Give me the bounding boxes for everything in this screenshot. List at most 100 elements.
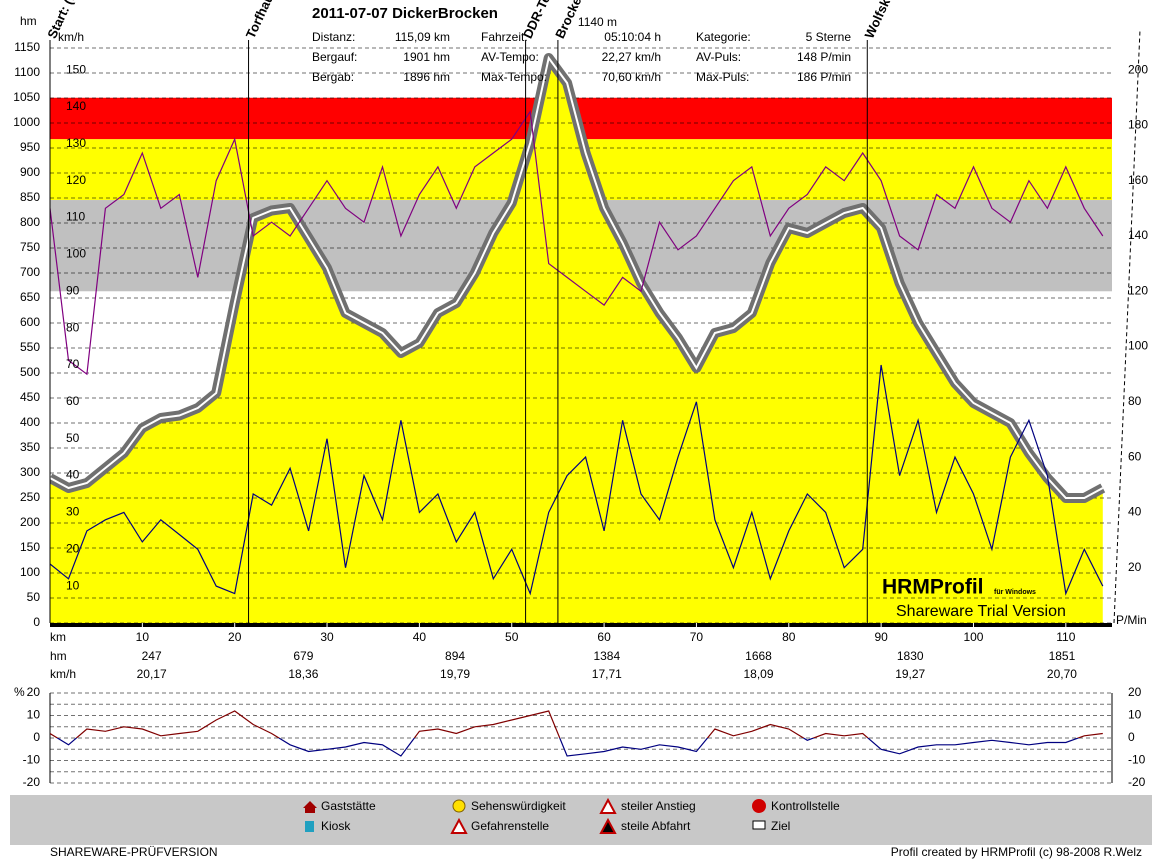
x-tick-label: 20 bbox=[228, 630, 242, 644]
legend-label: Kontrollstelle bbox=[771, 799, 840, 813]
x-axis-label: km bbox=[50, 630, 66, 644]
y-tick-label: 300 bbox=[20, 465, 40, 479]
watermark-name: HRMProfil bbox=[882, 576, 984, 599]
y-tick-label-right: -10 bbox=[1128, 753, 1146, 767]
y-tick-label-right: 20 bbox=[1128, 685, 1142, 699]
y-tick-label: 450 bbox=[20, 390, 40, 404]
y-tick-label: 50 bbox=[27, 590, 41, 604]
gradient-line-up bbox=[50, 710, 1103, 738]
y3-tick-label: 80 bbox=[66, 320, 80, 334]
legend-label: Kiosk bbox=[321, 819, 351, 833]
y3-axis-label: km/h bbox=[58, 30, 84, 44]
y-tick-label: 800 bbox=[20, 215, 40, 229]
footer-right: Profil created by HRMProfil (c) 98-2008 … bbox=[891, 845, 1142, 859]
stat-value: 1896 hm bbox=[403, 70, 450, 84]
stat-value: 186 P/min bbox=[797, 70, 851, 84]
watermark-sub: für Windows bbox=[994, 589, 1036, 596]
legend: Gaststätte Kiosk Sehenswürdigkeit Gefahr… bbox=[303, 797, 840, 834]
y2-tick-label: 80 bbox=[1128, 394, 1142, 408]
x-tick-label: 70 bbox=[690, 630, 704, 644]
legend-icon bbox=[305, 821, 314, 832]
y-tick-label: 20 bbox=[27, 685, 41, 699]
stat-value: 05:10:04 h bbox=[604, 30, 661, 44]
heart-rate-line bbox=[50, 109, 1104, 376]
y-tick-label: 10 bbox=[27, 708, 41, 722]
y-tick-label: 850 bbox=[20, 190, 40, 204]
plot-area bbox=[50, 47, 1112, 623]
legend-label: Sehenswürdigkeit bbox=[471, 799, 566, 813]
summary-kmh: 18,09 bbox=[743, 667, 773, 681]
y2-tick-label: 120 bbox=[1128, 283, 1148, 297]
legend-icon bbox=[303, 801, 317, 813]
y3-tick-label: 20 bbox=[66, 541, 80, 555]
y3-tick-label: 50 bbox=[66, 431, 80, 445]
summary-kmh: 18,36 bbox=[288, 667, 318, 681]
summary-hm: 1384 bbox=[593, 649, 620, 663]
stat-value: 70,60 km/h bbox=[602, 70, 661, 84]
summary-hm-label: hm bbox=[50, 649, 67, 663]
y-tick-label: 0 bbox=[33, 730, 40, 744]
summary-hm: 1851 bbox=[1049, 649, 1076, 663]
y-tick-label: 400 bbox=[20, 415, 40, 429]
y-tick-label: 1000 bbox=[13, 115, 40, 129]
y3-tick-label: 150 bbox=[66, 62, 86, 76]
x-axis-bar bbox=[50, 623, 1112, 627]
y3-tick-label: 70 bbox=[66, 357, 80, 371]
stat-label: AV-Tempo: bbox=[481, 50, 539, 64]
x-tick-label: 50 bbox=[505, 630, 519, 644]
stat-value: 148 P/min bbox=[797, 50, 851, 64]
y3-tick-label: 90 bbox=[66, 283, 80, 297]
x-tick-label: 100 bbox=[963, 630, 983, 644]
y-tick-label: 350 bbox=[20, 440, 40, 454]
y-tick-label: -10 bbox=[23, 753, 41, 767]
legend-icon bbox=[752, 820, 766, 830]
overlay: Distanz: 115,09 km Bergauf: 1901 hm Bergab: 1… bbox=[13, 0, 1148, 789]
summary-kmh: 20,17 bbox=[137, 667, 167, 681]
legend-icon bbox=[599, 797, 617, 814]
y-tick-label: 600 bbox=[20, 315, 40, 329]
y-tick-label: 200 bbox=[20, 515, 40, 529]
legend-icon bbox=[752, 799, 766, 813]
altitude-area bbox=[50, 58, 1103, 623]
y-tick-label-right: -20 bbox=[1128, 775, 1146, 789]
y2-tick-label: 160 bbox=[1128, 173, 1148, 187]
legend-label: steiler Anstieg bbox=[621, 799, 696, 813]
y2-tick-label: 40 bbox=[1128, 505, 1142, 519]
legend-label: Ziel bbox=[771, 819, 790, 833]
y2-tick-label: 140 bbox=[1128, 228, 1148, 242]
stat-value: 1901 hm bbox=[403, 50, 450, 64]
y3-tick-label: 130 bbox=[66, 136, 86, 150]
y-tick-label: 550 bbox=[20, 340, 40, 354]
stat-label: Fahrzeit: bbox=[481, 30, 528, 44]
stat-value: 115,09 km bbox=[395, 30, 450, 44]
stat-value: 5 Sterne bbox=[806, 30, 852, 44]
y-tick-label: 1100 bbox=[14, 65, 40, 79]
y-tick-label: -20 bbox=[23, 775, 41, 789]
x-tick-label: 10 bbox=[136, 630, 150, 644]
summary-kmh: 19,79 bbox=[440, 667, 470, 681]
y2-tick-label: 60 bbox=[1128, 449, 1142, 463]
y2-axis bbox=[1113, 29, 1141, 624]
summary-hm: 1830 bbox=[897, 649, 924, 663]
summary-kmh-label: km/h bbox=[50, 667, 76, 681]
x-tick-label: 110 bbox=[1056, 630, 1075, 644]
y3-tick-label: 110 bbox=[66, 210, 85, 224]
x-tick-label: 60 bbox=[597, 630, 611, 644]
y3-tick-label: 100 bbox=[66, 247, 86, 261]
stat-value: 22,27 km/h bbox=[602, 50, 661, 64]
legend-label: steile Abfahrt bbox=[621, 819, 691, 833]
y-tick-label: 700 bbox=[20, 265, 40, 279]
x-tick-label: 90 bbox=[874, 630, 888, 644]
y-tick-label-right: 0 bbox=[1128, 730, 1135, 744]
stat-label: Bergab: bbox=[312, 70, 354, 84]
legend-icon bbox=[599, 817, 617, 834]
y3-tick-label: 10 bbox=[66, 578, 80, 592]
y2-axis-label: P/Min bbox=[1116, 613, 1147, 627]
y3-tick-label: 120 bbox=[66, 173, 86, 187]
y3-tick-label: 30 bbox=[66, 505, 80, 519]
y-tick-label: 1050 bbox=[13, 90, 40, 104]
y-tick-label-right: 10 bbox=[1128, 708, 1142, 722]
y-axis-label: % bbox=[14, 685, 25, 699]
summary-hm: 1668 bbox=[745, 649, 772, 663]
